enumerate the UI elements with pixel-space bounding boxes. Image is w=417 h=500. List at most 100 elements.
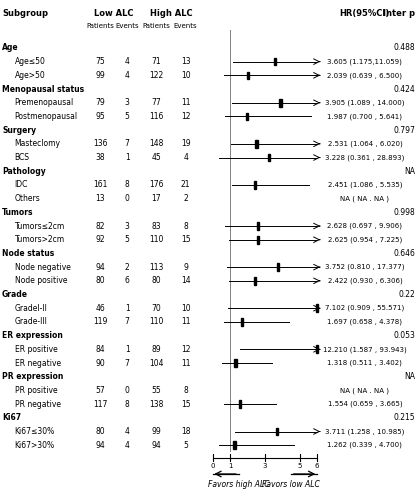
- Text: 10: 10: [181, 71, 191, 80]
- Text: 17: 17: [151, 194, 161, 203]
- Text: Age≤50: Age≤50: [15, 57, 45, 66]
- Text: 1: 1: [125, 153, 130, 162]
- Text: Age>50: Age>50: [15, 71, 45, 80]
- Text: 104: 104: [149, 358, 163, 368]
- Text: Others: Others: [15, 194, 40, 203]
- Bar: [316, 304, 318, 312]
- Text: Node status: Node status: [2, 249, 54, 258]
- Text: Favors high ALC: Favors high ALC: [208, 480, 269, 490]
- Text: 2.531 (1.064 , 6.020): 2.531 (1.064 , 6.020): [327, 140, 402, 147]
- Text: Ki67≤30%: Ki67≤30%: [15, 427, 55, 436]
- Text: Age: Age: [2, 44, 19, 52]
- Text: 82: 82: [95, 222, 105, 230]
- Bar: [247, 72, 249, 79]
- Bar: [277, 264, 279, 271]
- Text: Events: Events: [116, 23, 139, 29]
- Text: Node negative: Node negative: [15, 262, 70, 272]
- Text: 0.646: 0.646: [393, 249, 415, 258]
- Text: 45: 45: [151, 153, 161, 162]
- Text: 95: 95: [95, 112, 105, 121]
- Text: ER positive: ER positive: [15, 345, 58, 354]
- Text: 1.318 (0.511 , 3.402): 1.318 (0.511 , 3.402): [327, 360, 402, 366]
- Text: Events: Events: [174, 23, 197, 29]
- Text: 1.697 (0.658 , 4.378): 1.697 (0.658 , 4.378): [327, 318, 402, 325]
- Text: 19: 19: [181, 140, 191, 148]
- Text: 1.554 (0.659 , 3.665): 1.554 (0.659 , 3.665): [328, 401, 402, 407]
- Text: 2: 2: [125, 262, 130, 272]
- Text: 0: 0: [211, 463, 215, 469]
- Text: BCS: BCS: [15, 153, 30, 162]
- Text: Low ALC: Low ALC: [94, 9, 133, 18]
- Text: PR positive: PR positive: [15, 386, 57, 395]
- Text: Favors low ALC: Favors low ALC: [262, 480, 320, 490]
- Text: 3.752 (0.810 , 17.377): 3.752 (0.810 , 17.377): [325, 264, 404, 270]
- Text: Pathology: Pathology: [2, 166, 46, 175]
- Text: 90: 90: [95, 358, 105, 368]
- Text: 110: 110: [149, 235, 163, 244]
- Text: 8: 8: [183, 386, 188, 395]
- Bar: [254, 277, 256, 284]
- Text: 92: 92: [95, 235, 105, 244]
- Text: 79: 79: [95, 98, 105, 107]
- Text: 6: 6: [125, 276, 130, 285]
- Text: NA ( NA . NA ): NA ( NA . NA ): [340, 387, 389, 394]
- Bar: [268, 154, 270, 162]
- Text: 176: 176: [149, 180, 163, 190]
- Text: 110: 110: [149, 318, 163, 326]
- Text: 94: 94: [95, 440, 105, 450]
- Text: 122: 122: [149, 71, 163, 80]
- Text: 77: 77: [151, 98, 161, 107]
- Text: 117: 117: [93, 400, 107, 408]
- Text: 13: 13: [95, 194, 105, 203]
- Text: 2.422 (0.930 , 6.306): 2.422 (0.930 , 6.306): [327, 278, 402, 284]
- Text: 80: 80: [95, 276, 105, 285]
- Text: Tumors: Tumors: [2, 208, 34, 217]
- Text: IDC: IDC: [15, 180, 28, 190]
- Text: NA ( NA . NA ): NA ( NA . NA ): [340, 196, 389, 202]
- Bar: [234, 359, 237, 367]
- Text: 7.102 (0.909 , 55.571): 7.102 (0.909 , 55.571): [325, 305, 404, 312]
- Text: 7: 7: [125, 358, 130, 368]
- Text: 12: 12: [181, 112, 190, 121]
- Text: 0.797: 0.797: [393, 126, 415, 134]
- Bar: [234, 442, 236, 449]
- Text: 89: 89: [151, 345, 161, 354]
- Text: Tumors≤2cm: Tumors≤2cm: [15, 222, 65, 230]
- Text: GradeI-II: GradeI-II: [15, 304, 48, 312]
- Text: 3: 3: [125, 222, 130, 230]
- Text: 0.053: 0.053: [393, 331, 415, 340]
- Bar: [239, 400, 241, 408]
- Text: 14: 14: [181, 276, 191, 285]
- Text: 75: 75: [95, 57, 105, 66]
- Text: 116: 116: [149, 112, 163, 121]
- Text: Patients: Patients: [86, 23, 114, 29]
- Text: 3.228 (0.361 , 28.893): 3.228 (0.361 , 28.893): [325, 154, 404, 161]
- Text: 0.998: 0.998: [393, 208, 415, 217]
- Text: 0: 0: [125, 194, 130, 203]
- Text: 2.625 (0.954 , 7.225): 2.625 (0.954 , 7.225): [328, 236, 402, 243]
- Text: 0.215: 0.215: [393, 414, 415, 422]
- Bar: [316, 346, 318, 353]
- Text: 6: 6: [315, 463, 319, 469]
- Text: 13: 13: [181, 57, 191, 66]
- Text: 0: 0: [125, 386, 130, 395]
- Text: 9: 9: [183, 262, 188, 272]
- Text: 11: 11: [181, 318, 190, 326]
- Text: 2.039 (0.639 , 6.500): 2.039 (0.639 , 6.500): [327, 72, 402, 78]
- Text: 8: 8: [183, 222, 188, 230]
- Text: 11: 11: [181, 98, 190, 107]
- Text: 3.605 (1.175,11.059): 3.605 (1.175,11.059): [327, 58, 402, 65]
- Text: 10: 10: [181, 304, 191, 312]
- Text: 80: 80: [151, 276, 161, 285]
- Text: 8: 8: [125, 400, 130, 408]
- Text: 11: 11: [181, 358, 190, 368]
- Bar: [254, 181, 256, 189]
- Text: 5: 5: [125, 112, 130, 121]
- Text: Tumors>2cm: Tumors>2cm: [15, 235, 65, 244]
- Text: 94: 94: [151, 440, 161, 450]
- Text: 38: 38: [95, 153, 105, 162]
- Text: 55: 55: [151, 386, 161, 395]
- Bar: [257, 236, 259, 244]
- Text: 2.451 (1.086 , 5.535): 2.451 (1.086 , 5.535): [328, 182, 402, 188]
- Text: 70: 70: [151, 304, 161, 312]
